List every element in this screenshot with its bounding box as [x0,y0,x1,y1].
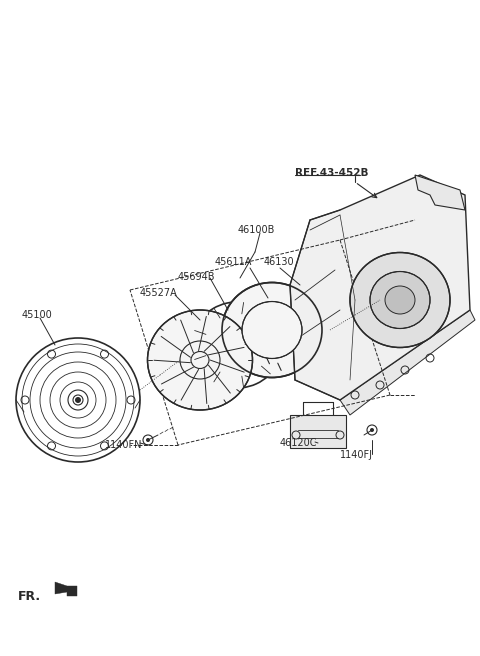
Polygon shape [55,582,77,596]
Polygon shape [340,310,475,415]
Ellipse shape [370,272,430,329]
Ellipse shape [222,283,322,377]
Text: FR.: FR. [18,590,41,603]
Text: REF.43-452B: REF.43-452B [295,168,369,178]
Text: 45527A: 45527A [140,288,178,298]
Text: 46130: 46130 [264,257,295,267]
Circle shape [370,428,374,432]
Circle shape [195,355,205,365]
Ellipse shape [350,253,450,348]
Text: 46100B: 46100B [238,225,276,235]
Text: 45100: 45100 [22,310,53,320]
Polygon shape [290,415,346,448]
Circle shape [75,397,81,403]
Text: 1140FN: 1140FN [105,440,143,450]
Circle shape [146,438,150,442]
Ellipse shape [147,310,252,410]
Text: 1140FJ: 1140FJ [340,450,373,460]
Polygon shape [415,175,465,210]
Polygon shape [290,175,470,400]
Circle shape [306,296,314,304]
Text: 45611A: 45611A [215,257,252,267]
Text: 45694B: 45694B [178,272,216,282]
Text: 46120C: 46120C [280,438,317,448]
Ellipse shape [242,302,302,358]
Ellipse shape [385,286,415,314]
Circle shape [294,284,326,316]
